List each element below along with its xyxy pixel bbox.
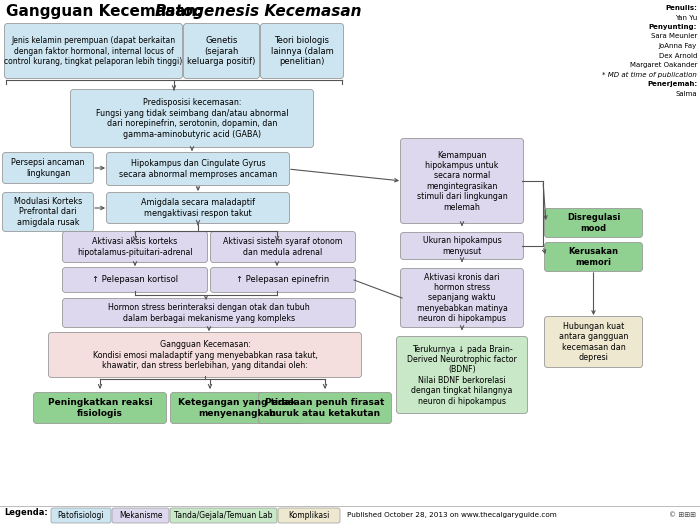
Text: Amigdala secara maladaptif
mengaktivasi respon takut: Amigdala secara maladaptif mengaktivasi … — [141, 198, 255, 217]
Text: Gangguan Kecemasan:
Kondisi emosi maladaptif yang menyebabkan rasa takut,
khawat: Gangguan Kecemasan: Kondisi emosi malada… — [92, 340, 317, 370]
FancyBboxPatch shape — [545, 316, 643, 367]
Text: Yan Yu: Yan Yu — [675, 15, 697, 20]
Text: ↑ Pelepasan kortisol: ↑ Pelepasan kortisol — [92, 276, 178, 285]
Text: Patofisiologi: Patofisiologi — [57, 511, 104, 520]
FancyBboxPatch shape — [400, 138, 524, 224]
Text: Penulis:: Penulis: — [665, 5, 697, 11]
FancyBboxPatch shape — [183, 24, 260, 79]
Text: Gangguan Kecemasan:: Gangguan Kecemasan: — [6, 4, 208, 19]
Text: Komplikasi: Komplikasi — [288, 511, 330, 520]
Text: Perasaan penuh firasat
buruk atau ketakutan: Perasaan penuh firasat buruk atau ketaku… — [265, 398, 385, 418]
Text: Ketegangan yang tidak
menyenangkan: Ketegangan yang tidak menyenangkan — [178, 398, 296, 418]
FancyBboxPatch shape — [71, 90, 314, 147]
Text: Penyunting:: Penyunting: — [649, 24, 697, 30]
FancyBboxPatch shape — [106, 152, 290, 185]
Text: Jenis kelamin perempuan (dapat berkaitan
dengan faktor hormonal, internal locus : Jenis kelamin perempuan (dapat berkaitan… — [4, 36, 183, 66]
FancyBboxPatch shape — [48, 333, 361, 377]
FancyBboxPatch shape — [170, 508, 277, 523]
Text: Teori biologis
lainnya (dalam
penelitian): Teori biologis lainnya (dalam penelitian… — [271, 36, 333, 66]
FancyBboxPatch shape — [396, 336, 528, 413]
Text: Hubungan kuat
antara gangguan
kecemasan dan
depresi: Hubungan kuat antara gangguan kecemasan … — [559, 322, 628, 362]
Text: Margaret Oakander: Margaret Oakander — [629, 62, 697, 68]
Text: Published October 28, 2013 on www.thecalgaryguide.com: Published October 28, 2013 on www.thecal… — [347, 512, 556, 518]
Text: Kerusakan
memori: Kerusakan memori — [568, 247, 619, 267]
Text: Modulasi Korteks
Prefrontal dari
amigdala rusak: Modulasi Korteks Prefrontal dari amigdal… — [14, 197, 82, 227]
FancyBboxPatch shape — [545, 209, 643, 237]
Text: Disregulasi
mood: Disregulasi mood — [567, 213, 620, 233]
Text: ↑ Pelepasan epinefrin: ↑ Pelepasan epinefrin — [237, 276, 330, 285]
Text: Terukurnya ↓ pada Brain-
Derived Neurotrophic factor
(BDNF)
Nilai BDNF berkorela: Terukurnya ↓ pada Brain- Derived Neurotr… — [407, 344, 517, 406]
Text: Predisposisi kecemasan:
Fungsi yang tidak seimbang dan/atau abnormal
dari norepi: Predisposisi kecemasan: Fungsi yang tida… — [96, 99, 288, 139]
FancyBboxPatch shape — [62, 232, 207, 263]
FancyBboxPatch shape — [400, 233, 524, 259]
FancyBboxPatch shape — [112, 508, 169, 523]
Text: Salma: Salma — [676, 91, 697, 96]
FancyBboxPatch shape — [4, 24, 183, 79]
FancyBboxPatch shape — [400, 268, 524, 328]
Text: Aktivasi kronis dari
hormon stress
sepanjang waktu
menyebabkan matinya
neuron di: Aktivasi kronis dari hormon stress sepan… — [416, 272, 508, 323]
FancyBboxPatch shape — [51, 508, 111, 523]
FancyBboxPatch shape — [258, 392, 391, 423]
Text: Peningkatkan reaksi
fisiologis: Peningkatkan reaksi fisiologis — [48, 398, 153, 418]
Text: Hipokampus dan Cingulate Gyrus
secara abnormal memproses ancaman: Hipokampus dan Cingulate Gyrus secara ab… — [119, 159, 277, 179]
Text: © ⊞⊞⊞: © ⊞⊞⊞ — [669, 512, 696, 518]
FancyBboxPatch shape — [211, 267, 356, 292]
FancyBboxPatch shape — [62, 267, 207, 292]
Text: Kemampuan
hipokampus untuk
secara normal
mengintegrasikan
stimuli dari lingkunga: Kemampuan hipokampus untuk secara normal… — [416, 150, 508, 212]
Text: Aktivasi aksis korteks
hipotalamus-pituitari-adrenal: Aktivasi aksis korteks hipotalamus-pitui… — [77, 237, 193, 257]
FancyBboxPatch shape — [278, 508, 340, 523]
Text: Penerjemah:: Penerjemah: — [647, 81, 697, 87]
Text: Tanda/Gejala/Temuan Lab: Tanda/Gejala/Temuan Lab — [174, 511, 273, 520]
Text: Mekanisme: Mekanisme — [119, 511, 162, 520]
FancyBboxPatch shape — [211, 232, 356, 263]
Text: Legenda:: Legenda: — [4, 508, 48, 517]
FancyBboxPatch shape — [34, 392, 167, 423]
FancyBboxPatch shape — [62, 299, 356, 328]
Text: Dex Arnold: Dex Arnold — [659, 52, 697, 59]
Text: Sara Meunier: Sara Meunier — [650, 34, 697, 39]
Text: * MD at time of publication: * MD at time of publication — [602, 71, 697, 78]
Text: Hormon stress berinteraksi dengan otak dan tubuh
dalam berbagai mekanisme yang k: Hormon stress berinteraksi dengan otak d… — [108, 303, 310, 323]
Text: Ukuran hipokampus
menyusut: Ukuran hipokampus menyusut — [423, 236, 501, 256]
FancyBboxPatch shape — [3, 152, 94, 183]
Text: Aktivasi sistem syaraf otonom
dan medula adrenal: Aktivasi sistem syaraf otonom dan medula… — [223, 237, 343, 257]
FancyBboxPatch shape — [260, 24, 344, 79]
Text: JoAnna Fay: JoAnna Fay — [659, 43, 697, 49]
FancyBboxPatch shape — [3, 192, 94, 232]
Text: Patogenesis Kecemasan: Patogenesis Kecemasan — [155, 4, 361, 19]
FancyBboxPatch shape — [171, 392, 304, 423]
Text: Persepsi ancaman
lingkungan: Persepsi ancaman lingkungan — [11, 158, 85, 178]
FancyBboxPatch shape — [106, 192, 290, 224]
Text: Genetis
(sejarah
keluarga positif): Genetis (sejarah keluarga positif) — [188, 36, 256, 66]
FancyBboxPatch shape — [545, 243, 643, 271]
